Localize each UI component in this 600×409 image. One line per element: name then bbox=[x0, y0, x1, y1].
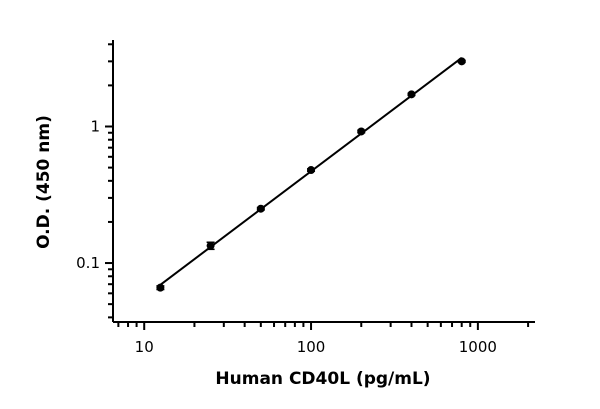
data-point bbox=[457, 57, 466, 66]
data-point bbox=[407, 90, 416, 99]
data-point bbox=[357, 127, 366, 136]
data-point bbox=[307, 166, 316, 175]
data-point bbox=[256, 204, 265, 213]
x-axis-title: Human CD40L (pg/mL) bbox=[215, 369, 430, 389]
x-axis: 10 100 1000 bbox=[113, 321, 535, 356]
y-tick-label: 0.1 bbox=[76, 254, 100, 272]
y-axis: 0.11 bbox=[76, 40, 114, 322]
x-tick-label: 100 bbox=[297, 338, 326, 356]
data-point bbox=[206, 241, 215, 250]
plot-area bbox=[156, 57, 466, 292]
x-tick-label: 10 bbox=[135, 338, 154, 356]
y-tick-label: 1 bbox=[90, 117, 100, 135]
y-axis-title: O.D. (450 nm) bbox=[34, 115, 54, 249]
x-tick-label: 1000 bbox=[459, 338, 497, 356]
data-point bbox=[156, 283, 165, 292]
